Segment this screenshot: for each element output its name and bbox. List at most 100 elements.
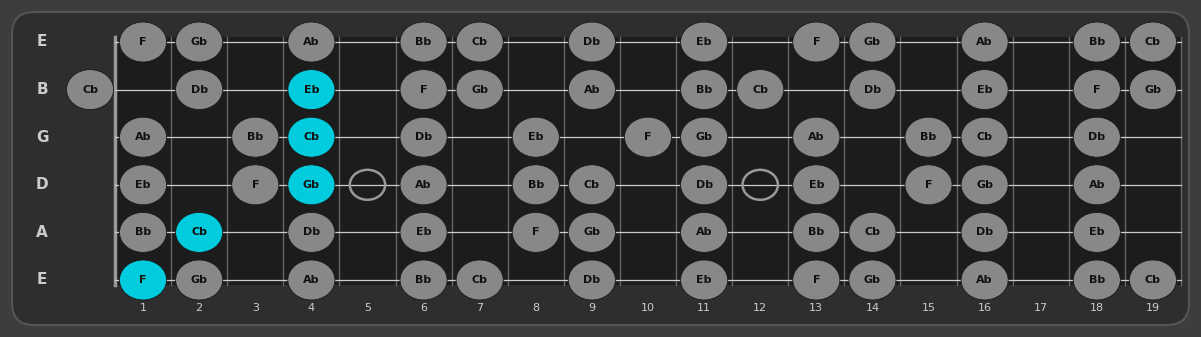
Text: 16: 16 — [978, 303, 992, 313]
Ellipse shape — [232, 117, 279, 157]
Ellipse shape — [849, 212, 896, 252]
Text: Gb: Gb — [303, 180, 319, 190]
Ellipse shape — [175, 70, 222, 110]
Text: E: E — [37, 273, 47, 287]
Text: Ab: Ab — [976, 275, 993, 285]
Text: Bb: Bb — [135, 227, 151, 237]
Ellipse shape — [512, 212, 560, 252]
Ellipse shape — [232, 165, 279, 205]
Ellipse shape — [288, 70, 335, 110]
Ellipse shape — [175, 22, 222, 62]
Text: 9: 9 — [588, 303, 596, 313]
Text: F: F — [251, 180, 259, 190]
Text: Cb: Cb — [472, 275, 488, 285]
Text: Db: Db — [584, 275, 600, 285]
Text: Cb: Cb — [865, 227, 880, 237]
Text: Gb: Gb — [864, 275, 880, 285]
Text: Ab: Ab — [976, 37, 993, 47]
Ellipse shape — [568, 165, 615, 205]
Ellipse shape — [849, 22, 896, 62]
Text: F: F — [532, 227, 539, 237]
Ellipse shape — [1074, 212, 1121, 252]
Text: Bb: Bb — [416, 275, 431, 285]
Ellipse shape — [568, 22, 615, 62]
Text: 18: 18 — [1089, 303, 1104, 313]
Ellipse shape — [961, 260, 1008, 300]
Ellipse shape — [793, 22, 839, 62]
Text: Gb: Gb — [864, 37, 880, 47]
Ellipse shape — [66, 70, 114, 110]
Ellipse shape — [849, 260, 896, 300]
Text: Db: Db — [303, 227, 319, 237]
Ellipse shape — [793, 212, 839, 252]
Text: Db: Db — [1088, 132, 1105, 142]
Text: Db: Db — [864, 85, 882, 95]
Text: F: F — [420, 85, 428, 95]
Bar — [115, 37, 1181, 285]
Ellipse shape — [681, 165, 728, 205]
Text: Gb: Gb — [1145, 85, 1161, 95]
Ellipse shape — [961, 117, 1008, 157]
Text: Bb: Bb — [416, 37, 431, 47]
Ellipse shape — [961, 212, 1008, 252]
Ellipse shape — [1074, 117, 1121, 157]
Text: D: D — [36, 177, 48, 192]
Text: F: F — [139, 275, 147, 285]
Text: Eb: Eb — [976, 85, 992, 95]
Text: Ab: Ab — [303, 37, 319, 47]
Text: 3: 3 — [252, 303, 258, 313]
Ellipse shape — [400, 117, 447, 157]
Text: Eb: Eb — [136, 180, 151, 190]
Text: 2: 2 — [196, 303, 203, 313]
Ellipse shape — [793, 117, 839, 157]
Text: Gb: Gb — [191, 275, 208, 285]
Text: 11: 11 — [697, 303, 711, 313]
Ellipse shape — [288, 22, 335, 62]
Ellipse shape — [288, 117, 335, 157]
Ellipse shape — [568, 212, 615, 252]
Ellipse shape — [681, 117, 728, 157]
Ellipse shape — [512, 117, 560, 157]
Text: 15: 15 — [921, 303, 936, 313]
Ellipse shape — [793, 260, 839, 300]
Text: Db: Db — [416, 132, 432, 142]
Text: Bb: Bb — [920, 132, 937, 142]
Text: Ab: Ab — [1088, 180, 1105, 190]
Text: 1: 1 — [139, 303, 147, 313]
Text: Gb: Gb — [695, 132, 712, 142]
Text: Db: Db — [695, 180, 712, 190]
Text: Cb: Cb — [472, 37, 488, 47]
Text: 10: 10 — [641, 303, 655, 313]
Ellipse shape — [1129, 260, 1177, 300]
Text: Gb: Gb — [976, 180, 993, 190]
Text: A: A — [36, 225, 48, 240]
Ellipse shape — [119, 260, 167, 300]
Text: Db: Db — [976, 227, 993, 237]
Text: Cb: Cb — [1145, 275, 1161, 285]
Ellipse shape — [288, 212, 335, 252]
Ellipse shape — [961, 70, 1008, 110]
Text: Bb: Bb — [1089, 37, 1105, 47]
Ellipse shape — [288, 165, 335, 205]
Ellipse shape — [625, 117, 671, 157]
Ellipse shape — [456, 70, 503, 110]
Ellipse shape — [400, 22, 447, 62]
Ellipse shape — [400, 165, 447, 205]
Text: Eb: Eb — [697, 275, 712, 285]
Ellipse shape — [1074, 70, 1121, 110]
Ellipse shape — [175, 260, 222, 300]
Ellipse shape — [400, 212, 447, 252]
Text: Bb: Bb — [1089, 275, 1105, 285]
Text: Cb: Cb — [304, 132, 319, 142]
Text: Eb: Eb — [304, 85, 319, 95]
Ellipse shape — [961, 22, 1008, 62]
Text: Ab: Ab — [695, 227, 712, 237]
Text: G: G — [36, 130, 48, 145]
Text: Bb: Bb — [527, 180, 544, 190]
Ellipse shape — [400, 260, 447, 300]
Ellipse shape — [961, 165, 1008, 205]
Text: Ab: Ab — [808, 132, 825, 142]
Ellipse shape — [175, 212, 222, 252]
Ellipse shape — [793, 165, 839, 205]
Ellipse shape — [906, 117, 952, 157]
